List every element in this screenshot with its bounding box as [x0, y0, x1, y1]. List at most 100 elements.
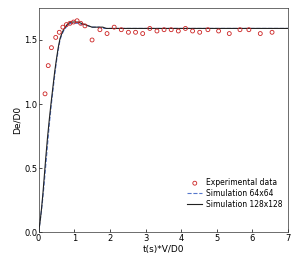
Line: Simulation 128x128: Simulation 128x128: [39, 22, 288, 232]
Simulation 128x128: [72, 20, 76, 23]
Simulation 128x128: [62, 28, 65, 31]
Simulation 128x128: [83, 23, 87, 26]
Simulation 64x64: [48, 123, 51, 126]
Experimental data: [270, 30, 274, 34]
Simulation 128x128: [71, 20, 74, 23]
Simulation 128x128: [41, 192, 45, 195]
Simulation 128x128: [46, 136, 49, 139]
Simulation 64x64: [49, 105, 53, 108]
Simulation 128x128: [67, 22, 71, 25]
Simulation 128x128: [42, 174, 46, 177]
Simulation 64x64: [162, 27, 165, 30]
Simulation 128x128: [197, 27, 201, 30]
Simulation 64x64: [129, 27, 133, 30]
Simulation 128x128: [56, 46, 60, 49]
Experimental data: [133, 30, 138, 34]
Simulation 128x128: [69, 20, 72, 23]
Simulation 128x128: [101, 26, 105, 29]
Simulation 64x64: [251, 27, 254, 30]
Simulation 128x128: [233, 27, 236, 30]
Simulation 64x64: [65, 24, 69, 27]
Simulation 64x64: [268, 27, 272, 30]
Simulation 128x128: [44, 156, 48, 159]
Experimental data: [64, 22, 69, 27]
Experimental data: [61, 25, 65, 29]
Simulation 64x64: [80, 23, 83, 26]
Experimental data: [154, 29, 159, 33]
Experimental data: [75, 19, 80, 23]
Simulation 64x64: [42, 185, 46, 188]
Simulation 64x64: [105, 27, 108, 30]
Simulation 128x128: [122, 27, 126, 30]
Simulation 128x128: [51, 86, 55, 89]
Experimental data: [57, 30, 62, 34]
Simulation 128x128: [76, 20, 80, 23]
Simulation 64x64: [55, 60, 58, 63]
Simulation 128x128: [49, 101, 53, 104]
Simulation 128x128: [115, 27, 119, 30]
Simulation 64x64: [76, 22, 80, 25]
Simulation 128x128: [144, 27, 147, 30]
Simulation 64x64: [97, 26, 101, 29]
Simulation 128x128: [105, 27, 108, 30]
Experimental data: [49, 46, 54, 50]
Simulation 64x64: [108, 27, 112, 30]
Simulation 128x128: [58, 37, 62, 40]
Simulation 128x128: [151, 27, 154, 30]
Experimental data: [53, 35, 58, 40]
Experimental data: [105, 31, 109, 36]
Experimental data: [183, 26, 188, 31]
Experimental data: [197, 30, 202, 34]
Y-axis label: De/D0: De/D0: [12, 106, 21, 134]
Experimental data: [90, 38, 94, 42]
Simulation 128x128: [129, 27, 133, 30]
Simulation 64x64: [69, 22, 72, 25]
Experimental data: [68, 21, 72, 25]
Simulation 64x64: [51, 90, 55, 93]
Simulation 64x64: [39, 218, 42, 221]
Simulation 128x128: [48, 118, 51, 121]
Experimental data: [97, 28, 102, 32]
Simulation 128x128: [137, 27, 140, 30]
Simulation 128x128: [94, 26, 97, 29]
Experimental data: [78, 21, 83, 25]
Simulation 128x128: [64, 26, 67, 29]
Simulation 128x128: [80, 22, 83, 25]
Simulation 64x64: [53, 74, 56, 77]
Simulation 64x64: [44, 164, 48, 167]
Simulation 64x64: [60, 33, 64, 36]
Simulation 64x64: [137, 27, 140, 30]
Simulation 128x128: [60, 32, 64, 35]
Simulation 64x64: [197, 27, 201, 30]
Simulation 64x64: [179, 27, 183, 30]
Experimental data: [238, 28, 242, 32]
Simulation 64x64: [233, 27, 236, 30]
Simulation 128x128: [286, 27, 290, 30]
Experimental data: [206, 28, 210, 32]
Experimental data: [169, 28, 173, 32]
Simulation 64x64: [40, 202, 44, 206]
Simulation 64x64: [101, 27, 105, 30]
Simulation 128x128: [172, 27, 176, 30]
Simulation 128x128: [87, 24, 90, 27]
Simulation 64x64: [286, 27, 290, 30]
Simulation 64x64: [87, 24, 90, 27]
Simulation 128x128: [53, 70, 56, 74]
Simulation 64x64: [56, 49, 60, 52]
Simulation 64x64: [94, 26, 97, 29]
Simulation 128x128: [251, 27, 254, 30]
Simulation 128x128: [55, 58, 58, 61]
Simulation 64x64: [83, 23, 87, 26]
Simulation 128x128: [162, 27, 165, 30]
Simulation 64x64: [144, 27, 147, 30]
Experimental data: [140, 31, 145, 36]
Simulation 64x64: [172, 27, 176, 30]
Experimental data: [247, 28, 251, 32]
Simulation 64x64: [72, 22, 76, 25]
Line: Simulation 64x64: Simulation 64x64: [39, 23, 288, 232]
Simulation 64x64: [115, 27, 119, 30]
Simulation 128x128: [97, 26, 101, 29]
Simulation 64x64: [58, 38, 62, 41]
Experimental data: [71, 20, 76, 24]
Simulation 128x128: [37, 231, 40, 234]
